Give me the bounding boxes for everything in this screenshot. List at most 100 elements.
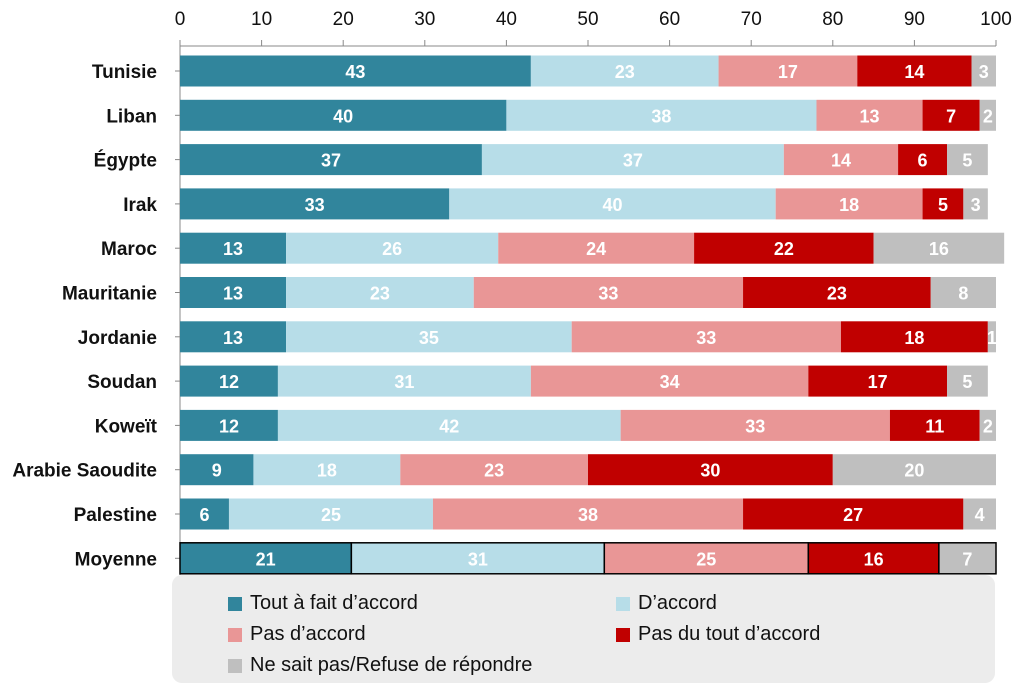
data-label: 13 (223, 328, 243, 348)
data-label: 31 (468, 549, 488, 569)
x-tick-label: 0 (175, 9, 186, 30)
category-label: Moyenne (75, 549, 157, 570)
bar-segment (180, 144, 482, 176)
data-label: 2 (983, 416, 993, 436)
category-label: Mauritanie (62, 284, 157, 305)
data-label: 7 (946, 106, 956, 126)
data-label: 23 (615, 62, 635, 82)
data-label: 7 (962, 549, 972, 569)
data-label: 5 (962, 151, 972, 171)
bar-segment (180, 188, 450, 220)
data-label: 16 (864, 549, 884, 569)
bar-segment (807, 542, 940, 575)
bar-segment (922, 188, 964, 220)
data-label: 42 (439, 416, 459, 436)
bar-segment (350, 542, 606, 575)
data-label: 17 (868, 372, 888, 392)
category-label: Liban (106, 106, 157, 127)
bar-segment (873, 232, 1005, 264)
legend-item-pas-du-tout-d-accord: Pas du tout d’accord (616, 623, 820, 646)
bar-segment (963, 188, 988, 220)
x-tick-label: 90 (904, 9, 925, 30)
data-label: 23 (827, 284, 847, 304)
x-tick-label: 10 (251, 9, 272, 30)
bar-segment (228, 498, 433, 530)
data-label: 5 (938, 195, 948, 215)
data-label: 26 (382, 239, 402, 259)
data-label: 27 (843, 505, 863, 525)
legend-label: Pas d’accord (250, 623, 366, 645)
legend-swatch (616, 627, 630, 642)
data-label: 17 (778, 62, 798, 82)
x-tick-label: 70 (741, 9, 762, 30)
data-label: 3 (979, 62, 989, 82)
data-label: 9 (212, 461, 222, 481)
legend-label: Tout à fait d’accord (250, 592, 418, 614)
bar-segment (432, 498, 744, 530)
bar-segment (180, 55, 531, 87)
bar-segment (286, 321, 572, 353)
bar-segment (620, 409, 890, 441)
bar-segment (449, 188, 776, 220)
data-label: 24 (586, 239, 606, 259)
data-label: 22 (774, 239, 794, 259)
data-label: 5 (962, 372, 972, 392)
bar-segment (987, 321, 996, 353)
bar-segment (979, 409, 996, 441)
data-label: 13 (223, 284, 243, 304)
data-label: 18 (904, 328, 924, 348)
data-label: 18 (839, 195, 859, 215)
legend-item-pas-d-accord: Pas d’accord (228, 623, 366, 646)
data-label: 33 (305, 195, 325, 215)
bar-segment (498, 232, 695, 264)
data-label: 6 (918, 151, 928, 171)
x-tick-label: 100 (980, 9, 1012, 30)
data-label: 13 (223, 239, 243, 259)
bar-segment (588, 454, 833, 486)
bar-segment (743, 277, 931, 308)
data-label: 37 (321, 151, 341, 171)
bar-segment (947, 144, 988, 176)
x-tick-label: 60 (659, 9, 680, 30)
data-label: 34 (660, 372, 680, 392)
x-tick-label: 30 (414, 9, 435, 30)
bar-segment (481, 144, 784, 176)
data-label: 14 (831, 151, 851, 171)
data-label: 16 (929, 239, 949, 259)
bar-segment (979, 99, 996, 131)
bar-segment (180, 232, 287, 264)
bar-segment (571, 321, 841, 353)
data-label: 21 (256, 549, 276, 569)
data-label: 23 (484, 461, 504, 481)
bar-segment (857, 55, 972, 87)
data-label: 40 (333, 106, 353, 126)
bar-segment (898, 144, 948, 176)
data-label: 4 (975, 505, 985, 525)
bar-segment (286, 277, 474, 308)
bar-segment (694, 232, 874, 264)
bar-segment (930, 277, 996, 308)
data-label: 40 (602, 195, 622, 215)
data-label: 11 (925, 416, 944, 436)
bar-segment (400, 454, 588, 486)
bar-segment (180, 277, 287, 308)
x-tick-label: 50 (577, 9, 598, 30)
bar-segment (947, 365, 988, 397)
data-label: 31 (394, 372, 414, 392)
data-label: 6 (199, 505, 209, 525)
legend-label: Ne sait pas/Refuse de répondre (250, 654, 533, 676)
bar-segment (775, 188, 923, 220)
legend-label: D’accord (638, 592, 717, 614)
data-label: 33 (598, 284, 618, 304)
bar-segment (783, 144, 899, 176)
bar-segment (530, 55, 719, 87)
bar-segment (530, 365, 809, 397)
data-label: 35 (419, 328, 439, 348)
legend-swatch (228, 627, 242, 642)
data-label: 12 (219, 372, 239, 392)
category-label: Soudan (87, 372, 157, 393)
bar-segment (743, 498, 964, 530)
bar-segment (506, 99, 817, 131)
category-label: Tunisie (92, 62, 157, 83)
data-label: 33 (745, 416, 765, 436)
